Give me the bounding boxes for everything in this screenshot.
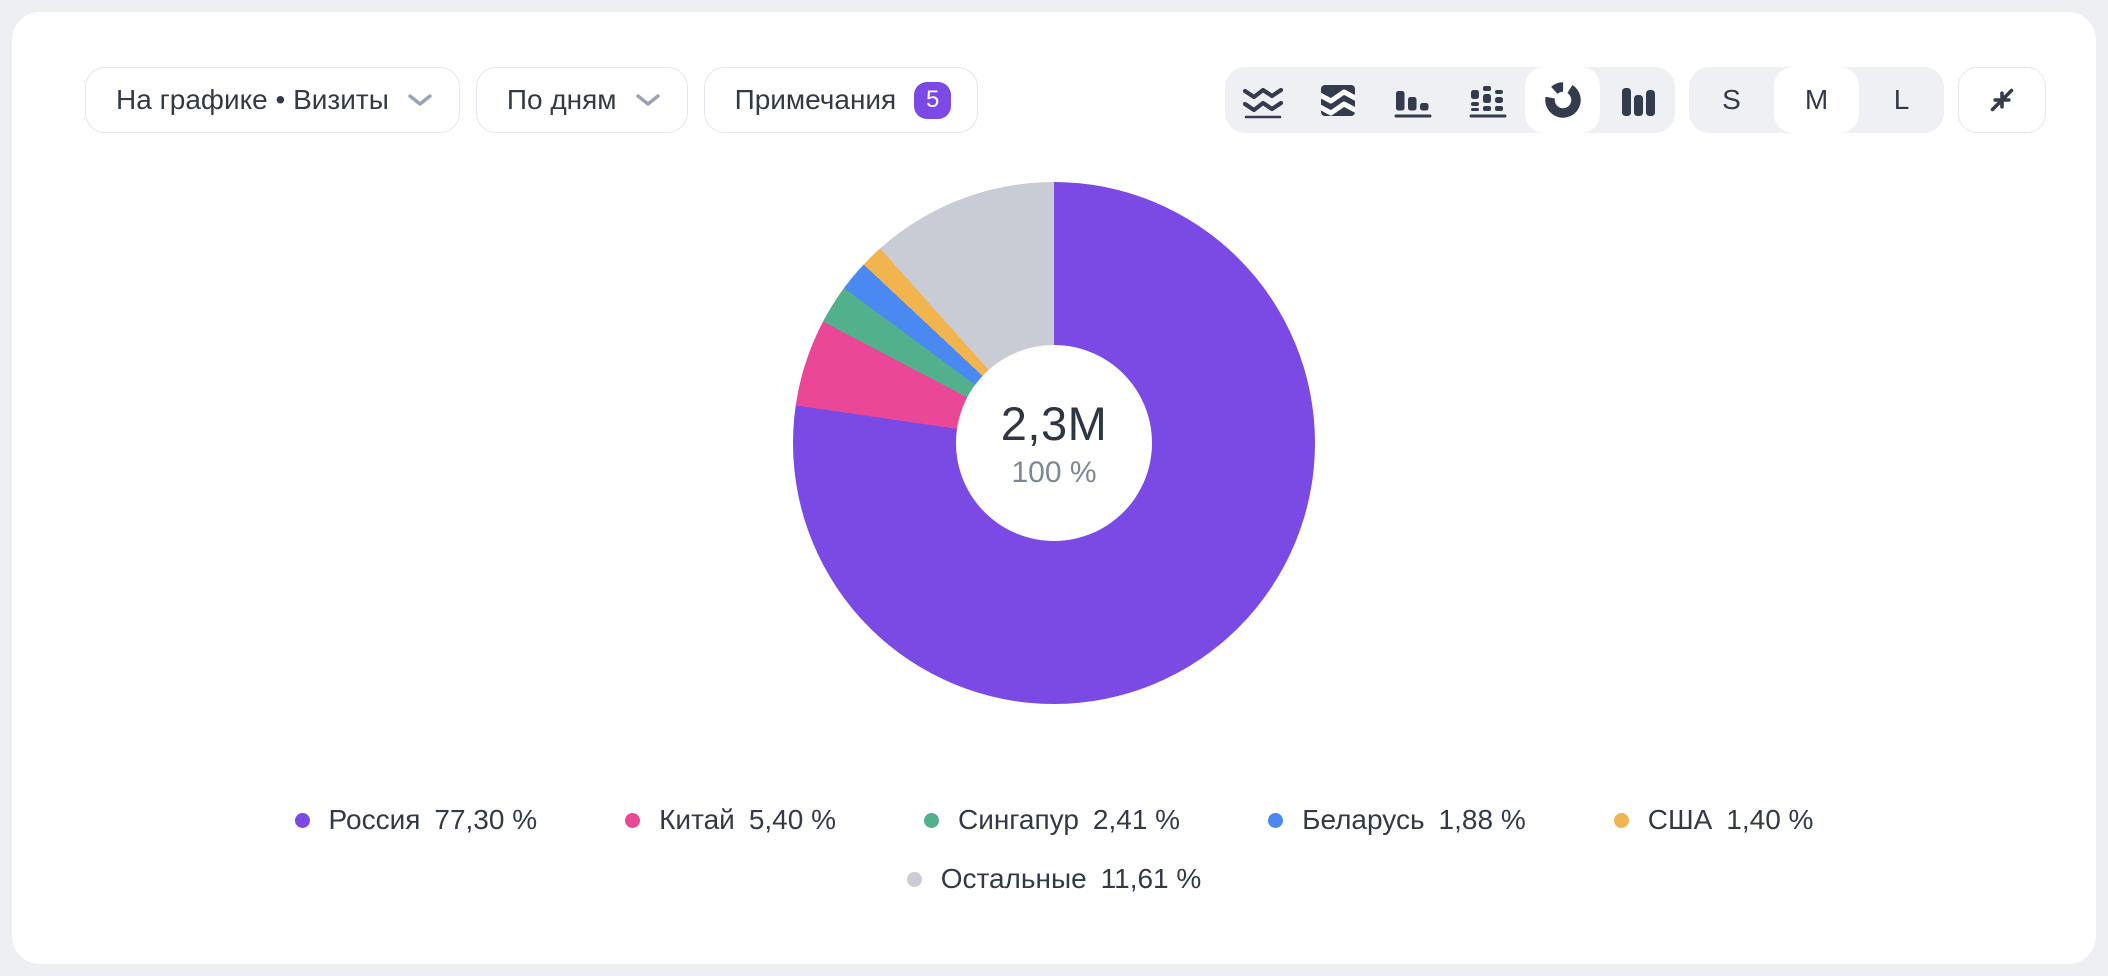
bar-chart-icon <box>1394 91 1431 118</box>
legend-label: Остальные <box>940 863 1087 894</box>
legend-dot <box>923 812 939 828</box>
legend-item[interactable]: Остальные 11,61 % <box>906 863 1202 895</box>
chart-type-pie-button[interactable] <box>1525 67 1600 133</box>
legend-item[interactable]: США 1,40 % <box>1613 804 1814 836</box>
grouping-dropdown-label: По дням <box>506 84 617 115</box>
legend-value: 2,41 % <box>1092 804 1181 835</box>
legend-label: США <box>1647 804 1713 835</box>
metric-dropdown-label: На графике • Визиты <box>116 84 389 115</box>
legend-value: 77,30 % <box>434 804 538 835</box>
legend-item[interactable]: Россия 77,30 % <box>294 804 538 836</box>
line-chart-icon <box>1242 87 1283 119</box>
stacked-bar-chart-icon <box>1469 86 1506 118</box>
legend-row: Россия 77,30 % Китай 5,40 % Сингапур 2,41 % Бе… <box>294 804 1814 836</box>
legend-label: Беларусь <box>1302 804 1425 835</box>
columns-chart-icon <box>1621 88 1655 116</box>
legend-item[interactable]: Китай 5,40 % <box>625 804 836 836</box>
legend-label: Китай <box>659 804 735 835</box>
collapse-button[interactable] <box>1958 67 2046 133</box>
chart-type-line-button[interactable] <box>1225 67 1300 133</box>
collapse-icon <box>1990 88 2014 112</box>
chart-type-stacked-bar-button[interactable] <box>1450 67 1525 133</box>
legend-label: Сингапур <box>957 804 1079 835</box>
toolbar-left-group: На графике • Визиты По дням Примечания 5 <box>85 67 979 133</box>
legend-dot <box>294 812 310 828</box>
legend-dot <box>906 871 922 887</box>
notes-button-label: Примечания <box>734 84 897 115</box>
stacked-area-chart-icon <box>1320 85 1355 116</box>
legend-value: 11,61 % <box>1100 863 1202 894</box>
chevron-down-icon <box>408 94 432 106</box>
donut-chart[interactable]: 2,3M 100 % <box>793 182 1315 704</box>
chart-type-bar-button[interactable] <box>1375 67 1450 133</box>
notes-count-badge: 5 <box>914 81 952 119</box>
total-percent: 100 % <box>1011 456 1097 489</box>
chart-type-stacked-area-button[interactable] <box>1300 67 1375 133</box>
legend-dot <box>1613 812 1629 828</box>
legend: Россия 77,30 % Китай 5,40 % Сингапур 2,41 % Бе… <box>12 804 2096 895</box>
toolbar: На графике • Визиты По дням Примечания 5 <box>85 67 2046 133</box>
size-option-l[interactable]: L <box>1859 67 1944 133</box>
legend-item[interactable]: Беларусь 1,88 % <box>1268 804 1526 836</box>
legend-label: Россия <box>328 804 421 835</box>
chart-type-switcher <box>1225 67 1675 133</box>
size-switcher: S M L <box>1689 67 1944 133</box>
donut-center: 2,3M 100 % <box>956 345 1152 541</box>
legend-dot <box>1268 812 1284 828</box>
legend-dot <box>625 812 641 828</box>
total-value: 2,3M <box>1000 397 1108 450</box>
legend-item[interactable]: Сингапур 2,41 % <box>923 804 1181 836</box>
legend-row: Остальные 11,61 % <box>906 863 1202 895</box>
grouping-dropdown[interactable]: По дням <box>475 67 688 133</box>
chart-widget-card: На графике • Визиты По дням Примечания 5 <box>12 12 2096 964</box>
chart-type-columns-button[interactable] <box>1600 67 1675 133</box>
toolbar-right-group: S M L <box>1225 67 2046 133</box>
size-option-m[interactable]: M <box>1774 67 1859 133</box>
legend-value: 1,88 % <box>1438 804 1526 835</box>
legend-value: 1,40 % <box>1726 804 1814 835</box>
notes-button[interactable]: Примечания 5 <box>703 67 979 133</box>
metric-dropdown[interactable]: На графике • Визиты <box>85 67 460 133</box>
pie-chart-icon <box>1544 82 1581 118</box>
size-option-s[interactable]: S <box>1689 67 1774 133</box>
legend-value: 5,40 % <box>748 804 836 835</box>
chevron-down-icon <box>635 94 660 106</box>
